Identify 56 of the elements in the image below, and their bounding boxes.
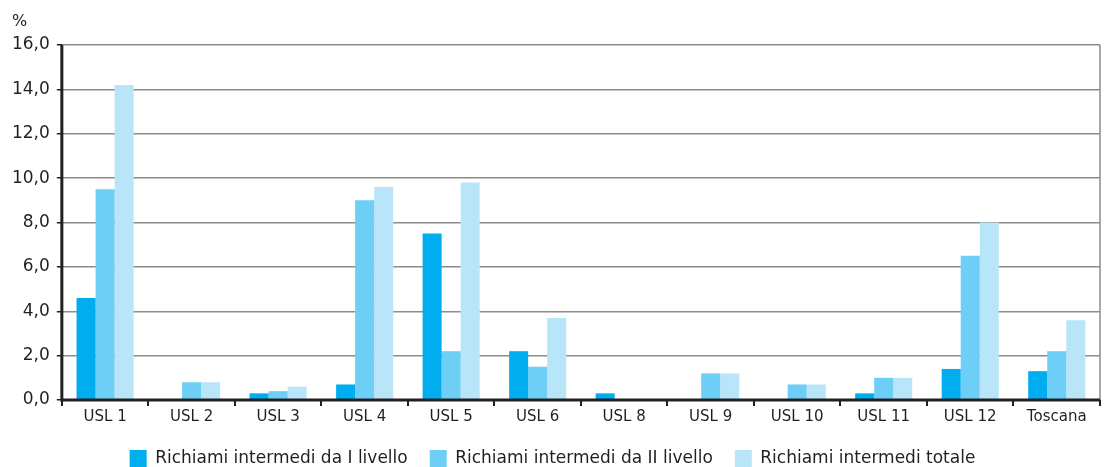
bar — [806, 384, 826, 400]
bar — [1066, 320, 1086, 400]
bar — [509, 351, 529, 400]
bar — [960, 255, 980, 400]
y-tick-label: 0,0 — [22, 388, 50, 409]
legend-label: Richiami intermedi da II livello — [455, 446, 713, 467]
x-tick-label: USL 5 — [429, 406, 473, 425]
bar — [855, 393, 875, 400]
y-tick-label: 6,0 — [22, 255, 50, 276]
bar — [979, 222, 999, 400]
bar — [787, 384, 807, 400]
bar — [874, 377, 894, 400]
bar — [374, 187, 394, 400]
bar — [441, 351, 461, 400]
y-tick-label: 10,0 — [11, 166, 50, 187]
y-tick-label: 12,0 — [11, 122, 50, 143]
bar — [528, 366, 548, 400]
x-tick-label: USL 12 — [943, 406, 997, 425]
bar — [720, 373, 740, 400]
x-tick-label: USL 9 — [689, 406, 733, 425]
x-tick-label: USL 1 — [83, 406, 127, 425]
bar — [422, 233, 442, 400]
x-tick-label: USL 6 — [516, 406, 560, 425]
bar — [287, 386, 307, 400]
bar — [941, 368, 961, 400]
x-tick-label: USL 8 — [602, 406, 646, 425]
bar — [595, 393, 615, 400]
bar — [355, 200, 375, 400]
y-tick-label: 8,0 — [22, 210, 50, 231]
x-tick-label: USL 11 — [857, 406, 911, 425]
y-tick-label: 14,0 — [11, 77, 50, 98]
bar — [249, 393, 269, 400]
y-tick-label: 2,0 — [22, 344, 50, 365]
x-tick-label: USL 2 — [170, 406, 214, 425]
bar — [460, 182, 480, 400]
bar — [76, 297, 96, 400]
bar — [114, 84, 134, 400]
y-tick-label: 16,0 — [11, 33, 50, 54]
bar — [893, 377, 913, 400]
bar — [336, 384, 356, 400]
legend-label: Richiami intermedi da I livello — [155, 446, 408, 467]
y-tick-label: 4,0 — [22, 299, 50, 320]
bar — [95, 189, 115, 400]
bar — [268, 391, 288, 400]
bar — [182, 382, 202, 400]
bar — [1047, 351, 1067, 400]
x-tick-label: Toscana — [1025, 406, 1087, 425]
legend-label: Richiami intermedi totale — [760, 446, 976, 467]
bar — [701, 373, 721, 400]
bar — [1028, 371, 1048, 400]
x-tick-label: USL 3 — [256, 406, 300, 425]
x-tick-label: USL 4 — [343, 406, 387, 425]
y-axis-title: % — [12, 11, 28, 30]
bar — [547, 317, 567, 400]
x-tick-label: USL 10 — [770, 406, 824, 425]
bar — [201, 382, 221, 400]
